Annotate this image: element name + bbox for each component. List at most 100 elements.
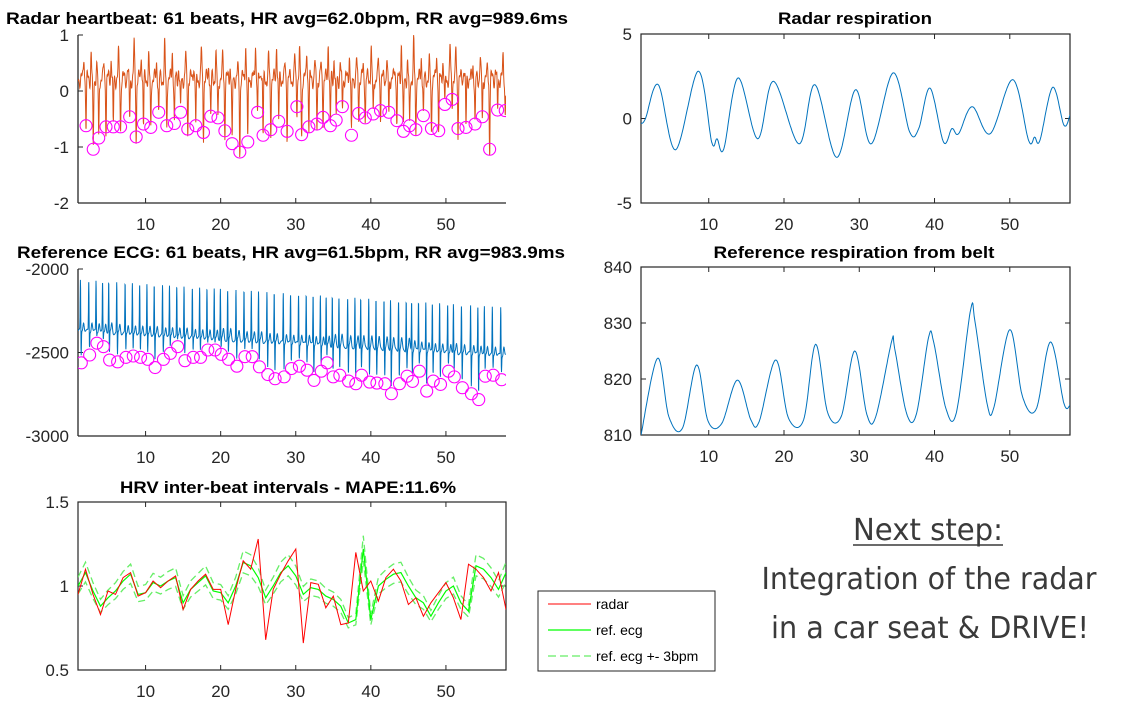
beat-marker xyxy=(126,349,140,363)
x-tick-label: 40 xyxy=(361,215,380,234)
x-tick-label: 10 xyxy=(699,215,718,234)
plot-area xyxy=(77,501,507,671)
beat-marker xyxy=(412,364,426,378)
hrv-legend: radar ref. ecg ref. ecg +- 3bpm xyxy=(537,590,716,672)
series-layer xyxy=(78,535,506,644)
beat-marker xyxy=(189,119,203,133)
beat-marker xyxy=(483,142,497,156)
beat-marker xyxy=(455,381,469,395)
x-tick-label: 50 xyxy=(436,215,455,234)
beat-marker xyxy=(90,336,104,350)
y-tick-label: -2 xyxy=(54,194,69,213)
beat-marker xyxy=(252,360,266,374)
beat-marker xyxy=(420,384,434,398)
beat-marker xyxy=(280,124,294,138)
beat-marker xyxy=(366,107,380,121)
beat-marker xyxy=(174,105,188,119)
beat-marker xyxy=(193,350,208,364)
beat-marker xyxy=(382,105,396,119)
beat-marker xyxy=(129,130,143,144)
beat-marker xyxy=(416,109,430,123)
beat-marker xyxy=(326,370,340,384)
belt-respiration-plot: Reference respiration from belt 10 20 30 40… xyxy=(604,243,1071,466)
x-tick-label: 10 xyxy=(136,215,155,234)
x-tick-label: 40 xyxy=(361,682,380,701)
radar-heartbeat-title: Radar heartbeat: 61 beats, HR avg=62.0bp… xyxy=(6,9,568,28)
plot-area xyxy=(78,35,506,203)
x-tick-label: 20 xyxy=(211,682,230,701)
beat-marker xyxy=(495,373,506,387)
beat-marker xyxy=(355,368,369,382)
beat-marker xyxy=(230,359,244,373)
reference-ecg-title: Reference ECG: 61 beats, HR avg=61.5bpm,… xyxy=(17,243,565,262)
belt-respiration-title: Reference respiration from belt xyxy=(714,243,995,262)
y-tick-label: 5 xyxy=(623,25,632,44)
x-tick-label: 50 xyxy=(436,682,455,701)
beat-marker xyxy=(78,356,88,370)
beat-marker xyxy=(214,347,228,361)
beat-marker xyxy=(222,352,236,366)
radar-line xyxy=(78,538,506,644)
beat-marker xyxy=(320,356,334,370)
y-tick-label: 820 xyxy=(604,370,632,389)
beat-marker xyxy=(491,103,505,117)
x-tick-label: 20 xyxy=(775,215,794,234)
beat-marker xyxy=(264,123,278,137)
beat-marker xyxy=(83,348,97,362)
radar-respiration-title: Radar respiration xyxy=(778,9,932,28)
beat-marker xyxy=(181,122,195,136)
beat-marker xyxy=(241,135,255,149)
beat-marker xyxy=(292,359,306,373)
beat-marker xyxy=(378,377,392,391)
belt-respiration-line xyxy=(641,301,1070,435)
radar-respiration-line xyxy=(641,70,1070,158)
beat-marker xyxy=(268,372,282,386)
beat-marker xyxy=(148,360,162,375)
y-tick-label: 830 xyxy=(604,314,632,333)
beat-marker xyxy=(211,111,225,125)
beat-marker xyxy=(316,110,330,124)
beat-marker xyxy=(245,350,259,364)
legend-radar-label: radar xyxy=(596,596,629,612)
x-tick-label: 40 xyxy=(925,447,944,466)
series-layer xyxy=(78,35,506,159)
x-tick-label: 30 xyxy=(850,215,869,234)
beat-marker xyxy=(171,340,185,354)
beat-marker xyxy=(384,387,398,401)
beat-marker xyxy=(261,367,275,382)
beat-marker xyxy=(119,350,133,364)
beat-marker xyxy=(300,363,314,377)
beat-marker xyxy=(160,119,174,133)
x-tick-label: 10 xyxy=(136,448,155,467)
y-tick-label: 1 xyxy=(60,577,69,596)
beat-marker xyxy=(392,377,407,391)
beat-marker xyxy=(201,343,215,357)
beat-marker xyxy=(178,354,192,368)
series-layer xyxy=(78,279,506,407)
beat-marker xyxy=(114,120,128,134)
x-tick-label: 30 xyxy=(850,447,869,466)
heartbeat-waveform xyxy=(78,35,506,158)
beat-marker xyxy=(233,145,247,159)
beat-marker xyxy=(486,368,500,382)
beat-marker xyxy=(335,100,349,114)
y-tick-label: 810 xyxy=(604,426,632,445)
beat-marker xyxy=(136,117,151,131)
beat-marker xyxy=(204,109,218,123)
beat-marker xyxy=(163,346,177,360)
beat-marker xyxy=(277,370,291,384)
beat-marker xyxy=(79,119,93,133)
beat-marker xyxy=(103,353,117,367)
beat-marker xyxy=(96,340,111,354)
beat-marker xyxy=(363,375,377,389)
y-tick-label: -2500 xyxy=(26,344,69,363)
beat-marker xyxy=(341,374,356,388)
beat-marker xyxy=(451,121,465,136)
x-tick-label: 50 xyxy=(436,448,455,467)
hrv-title: HRV inter-beat intervals - MAPE:11.6% xyxy=(120,478,456,497)
beat-marker xyxy=(272,114,286,128)
legend-ref-ecg-label: ref. ecg xyxy=(596,622,643,638)
beat-marker xyxy=(251,105,265,119)
beat-marker xyxy=(390,114,404,128)
